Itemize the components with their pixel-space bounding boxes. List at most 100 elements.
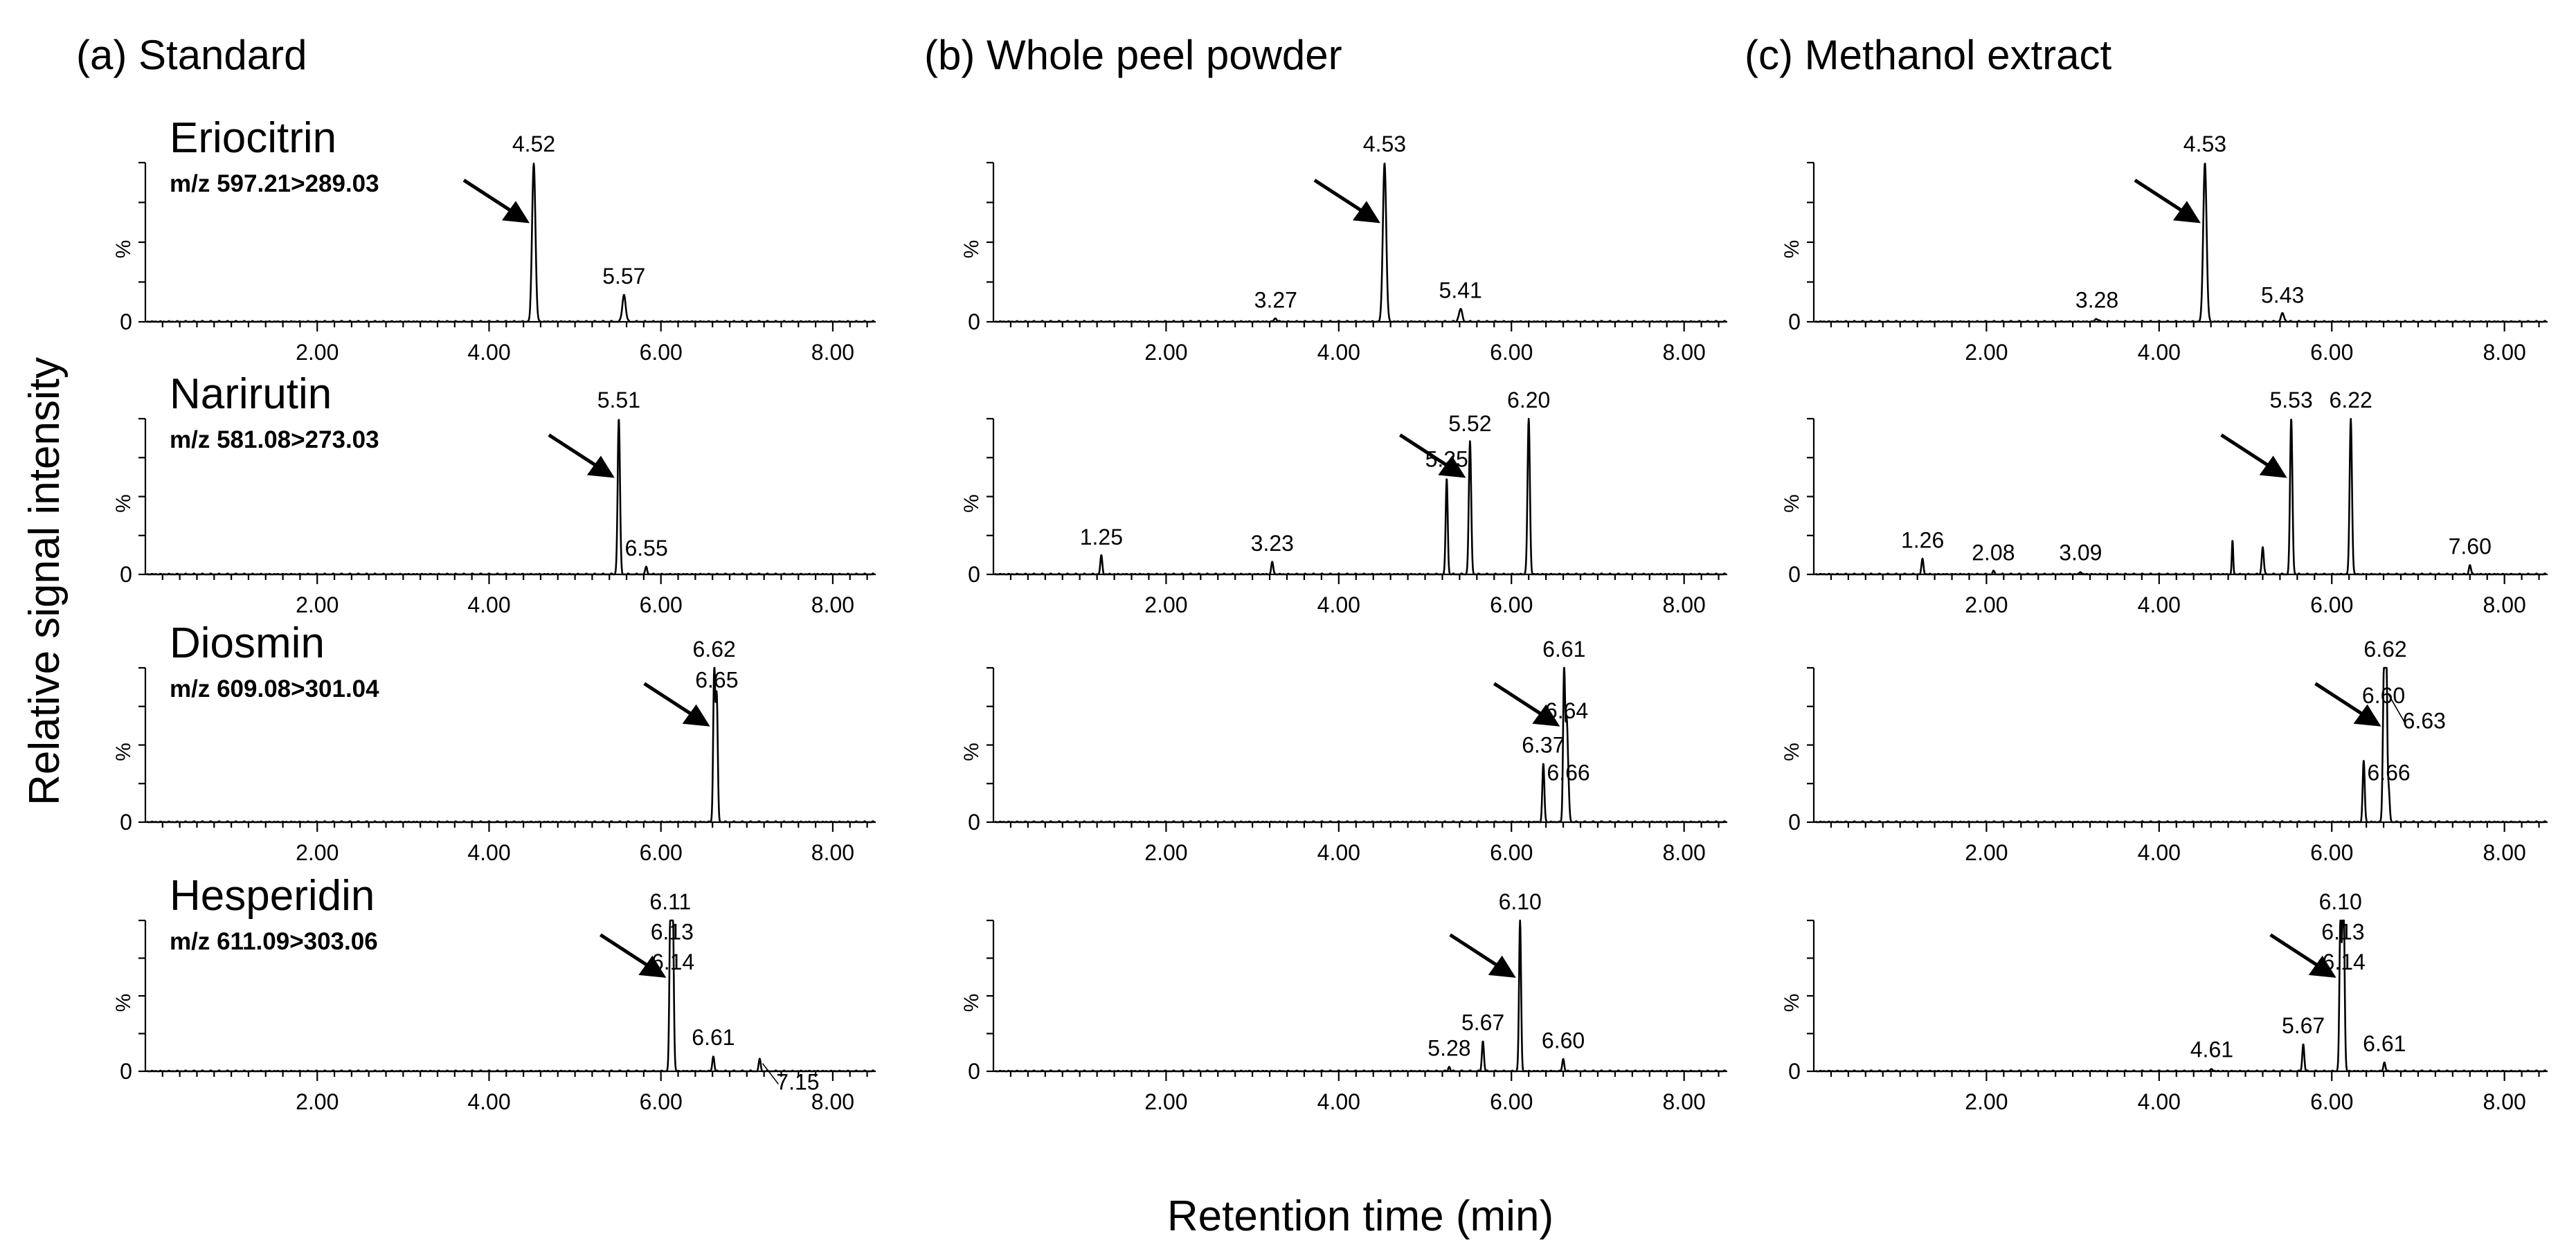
peak-label: 6.65 [695,668,738,693]
peak-label: 6.66 [1547,760,1589,785]
peak-label: 5.67 [2282,1013,2325,1038]
chromatogram-trace [146,666,875,824]
y-unit-label: % [1781,743,1803,761]
mz-transition: m/z 611.09>303.06 [170,928,378,955]
chromatogram-panel: Diosmin m/z 609.08>301.04 2.00 4.00 6.00 8.00… [112,619,876,865]
chromatogram-trace [994,919,1727,1073]
mz-transition: m/z 597.21>289.03 [170,170,379,197]
y-zero-label: 0 [1788,309,1801,334]
peak-label: 6.62 [693,637,736,662]
x-tick-label: 6.00 [1490,592,1533,617]
x-tick-label: 2.00 [1965,1089,2008,1114]
peak-label: 6.66 [2367,760,2410,785]
peak-leader [762,1063,780,1085]
y-zero-label: 0 [968,309,980,334]
arrow-head-icon [1352,201,1380,224]
compound-name: Hesperidin [170,872,375,920]
x-tick-label: 4.00 [2138,1089,2181,1114]
peak-label: 6.61 [692,1025,735,1050]
arrow-head-icon [1532,704,1560,727]
peak-label: 6.20 [1507,388,1550,412]
peak-label: 6.22 [2330,388,2372,412]
x-tick-label: 8.00 [811,592,854,617]
x-tick-label: 8.00 [1663,1089,1706,1114]
panel-title: (a) Standard [76,32,307,78]
x-tick-label: 6.00 [2310,840,2353,865]
x-tick-label: 4.00 [467,840,510,865]
y-zero-label: 0 [120,562,132,587]
peak-leader [2388,695,2406,723]
peak-label: 7.15 [776,1070,819,1095]
peak-label: 3.27 [1254,287,1297,312]
chromatogram-trace [994,666,1727,824]
arrow-head-icon [682,704,710,727]
x-tick-label: 6.00 [1490,840,1533,865]
chromatogram-panel: Hesperidin m/z 611.09>303.06 2.00 4.00 6.00 8… [112,872,876,1114]
chromatogram-trace [994,417,1727,576]
mz-transition: m/z 581.08>273.03 [170,426,379,453]
x-tick-label: 2.00 [1965,340,2008,365]
x-tick-label: 2.00 [1965,592,2008,617]
x-axis-title: Retention time (min) [1167,1192,1553,1240]
x-tick-label: 4.00 [1317,1089,1360,1114]
peak-label: 3.23 [1251,531,1294,556]
chromatogram-panel: 2.00 4.00 6.00 8.00%06.376.616.646.66 [960,637,1727,865]
arrow-indicator [548,433,604,471]
x-tick-label: 2.00 [1965,840,2008,865]
peak-label: 5.41 [1439,278,1482,303]
x-tick-label: 8.00 [1663,592,1706,617]
x-tick-label: 6.00 [640,592,683,617]
chromatogram-panel: (a) Standard Eriocitrin m/z 597.21>289.03 2… [76,32,876,365]
x-tick-label: 4.00 [1317,592,1360,617]
y-zero-label: 0 [1788,810,1801,835]
peak-label: 6.61 [1542,637,1585,662]
x-tick-label: 4.00 [1317,340,1360,365]
peak-label: 6.62 [2363,637,2406,662]
peak-label: 2.08 [1972,540,2015,565]
chromatogram-trace [1814,163,2547,323]
peak-label: 4.53 [2183,131,2226,156]
x-tick-label: 2.00 [1144,1089,1187,1114]
peak-label: 1.25 [1080,525,1123,549]
x-tick-label: 4.00 [1317,840,1360,865]
peak-label: 1.26 [1901,528,1944,553]
chromatogram-trace [1814,666,2547,824]
x-tick-label: 2.00 [1144,340,1187,365]
x-tick-label: 8.00 [2483,840,2526,865]
x-tick-label: 2.00 [296,592,339,617]
arrow-indicator [1399,433,1454,471]
peak-label: 4.52 [512,131,555,156]
chromatogram-trace [994,163,1727,323]
y-zero-label: 0 [120,1059,132,1084]
x-tick-label: 2.00 [296,340,339,365]
y-unit-label: % [112,240,135,259]
chromatogram-panel: 2.00 4.00 6.00 8.00%04.615.676.106.136.146.… [1781,889,2548,1114]
arrow-indicator [2314,682,2370,720]
y-unit-label: % [112,494,135,513]
y-unit-label: % [960,994,983,1012]
x-tick-label: 4.00 [2138,340,2181,365]
peak-label: 6.60 [2362,683,2405,708]
y-unit-label: % [960,494,983,513]
arrow-indicator [1493,682,1549,720]
chromatogram-panel: 2.00 4.00 6.00 8.00% 0 6.60 6.62 6.63 6.66 [1781,637,2548,865]
x-tick-label: 8.00 [2483,592,2526,617]
arrow-indicator [643,682,699,720]
arrow-head-icon [638,955,667,978]
x-tick-label: 2.00 [1144,840,1187,865]
chromatogram-panel: Narirutin m/z 581.08>273.03 2.00 4.00 6.00 8.… [112,370,876,617]
chromatogram-panels: (a) Standard Eriocitrin m/z 597.21>289.03 2… [76,32,2548,1114]
arrow-head-icon [2308,955,2336,978]
peak-label: 5.53 [2269,388,2312,412]
x-tick-label: 2.00 [1144,592,1187,617]
x-tick-label: 2.00 [296,840,339,865]
panel-title: (b) Whole peel powder [924,32,1342,78]
y-unit-label: % [1781,240,1803,259]
x-tick-label: 4.00 [2138,592,2181,617]
y-axis-title: Relative signal intensity [21,357,69,806]
peak-label: 6.13 [651,920,694,945]
peak-label: 5.57 [602,264,645,289]
x-tick-label: 6.00 [2310,1089,2353,1114]
y-zero-label: 0 [968,1059,980,1084]
